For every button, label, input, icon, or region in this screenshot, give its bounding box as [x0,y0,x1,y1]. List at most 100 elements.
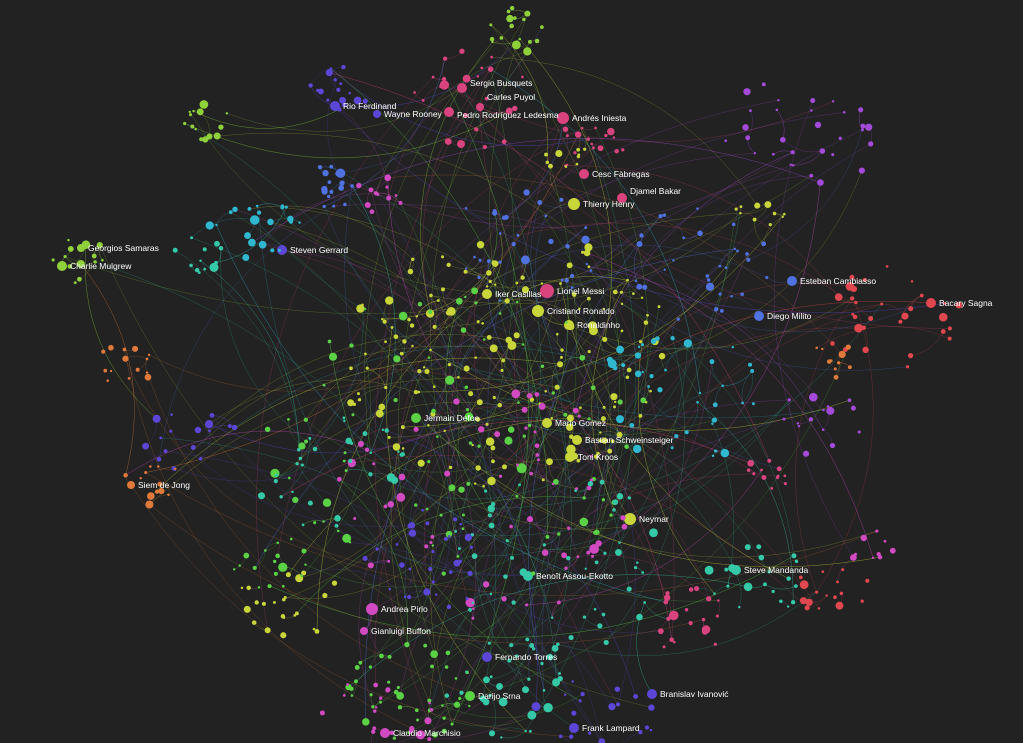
node[interactable] [272,559,277,564]
node[interactable] [427,423,430,427]
node[interactable] [826,405,830,408]
node[interactable] [542,689,546,692]
node[interactable] [505,107,513,115]
node[interactable] [213,132,221,140]
node[interactable] [257,492,266,500]
node[interactable] [647,385,651,388]
node[interactable] [531,571,536,576]
node[interactable] [544,706,548,710]
node[interactable] [488,730,496,737]
node[interactable] [509,23,514,29]
node[interactable] [408,529,417,537]
node[interactable] [713,642,717,646]
node[interactable] [471,287,479,295]
node[interactable] [838,136,842,140]
node[interactable] [835,601,844,610]
node[interactable] [295,462,299,466]
node[interactable] [144,471,148,475]
labeled-node[interactable] [926,298,936,308]
node[interactable] [398,200,403,205]
node[interactable] [444,693,450,698]
node[interactable] [407,523,413,529]
node[interactable] [431,75,435,79]
node[interactable] [655,336,660,341]
node[interactable] [579,354,586,361]
node[interactable] [257,586,261,589]
node[interactable] [167,493,170,496]
node[interactable] [571,292,577,297]
node[interactable] [616,431,623,438]
node[interactable] [602,405,606,409]
node[interactable] [468,391,474,397]
node[interactable] [527,423,532,427]
node[interactable] [565,244,570,249]
node[interactable] [199,259,202,263]
node[interactable] [783,482,787,486]
node[interactable] [489,592,493,596]
node[interactable] [429,708,434,712]
node[interactable] [93,260,97,264]
node[interactable] [688,621,693,626]
node[interactable] [492,395,496,400]
node[interactable] [947,326,952,331]
node[interactable] [487,504,496,513]
node[interactable] [288,219,294,224]
node[interactable] [566,444,576,455]
node[interactable] [504,298,510,304]
node[interactable] [734,207,738,211]
node[interactable] [482,338,486,341]
node[interactable] [509,643,514,648]
node[interactable] [171,466,175,470]
node[interactable] [590,142,593,146]
node[interactable] [584,567,587,571]
node[interactable] [282,616,286,619]
node[interactable] [852,314,858,320]
node[interactable] [476,241,485,249]
node[interactable] [357,440,364,448]
node[interactable] [537,200,543,205]
node[interactable] [666,616,671,621]
node[interactable] [515,300,519,304]
node[interactable] [612,136,616,139]
node[interactable] [317,165,323,170]
node[interactable] [568,634,574,641]
node[interactable] [443,429,446,433]
node[interactable] [607,127,615,136]
node[interactable] [783,474,787,478]
node[interactable] [593,454,599,459]
node[interactable] [787,398,791,402]
node[interactable] [595,540,602,547]
node[interactable] [616,345,625,354]
node[interactable] [551,644,559,652]
node[interactable] [525,637,530,642]
node[interactable] [81,240,91,249]
node[interactable] [322,592,328,599]
labeled-node[interactable] [465,691,475,701]
labeled-node[interactable] [557,112,569,124]
node[interactable] [389,730,395,735]
node[interactable] [303,417,308,422]
node[interactable] [251,620,257,625]
node[interactable] [429,348,432,352]
node[interactable] [280,632,287,639]
node[interactable] [767,570,771,574]
node[interactable] [901,312,909,320]
node[interactable] [614,400,617,404]
node[interactable] [407,268,414,275]
node[interactable] [740,292,744,296]
node[interactable] [662,213,667,217]
node[interactable] [767,458,772,463]
node[interactable] [240,586,244,590]
node[interactable] [706,596,712,602]
node[interactable] [491,502,496,507]
node[interactable] [103,368,108,373]
node[interactable] [342,459,346,463]
node[interactable] [506,337,509,341]
node[interactable] [425,507,429,511]
node[interactable] [560,278,564,282]
node[interactable] [715,449,718,453]
node[interactable] [417,301,423,307]
node[interactable] [396,492,406,502]
node[interactable] [750,368,755,373]
node[interactable] [709,359,715,365]
